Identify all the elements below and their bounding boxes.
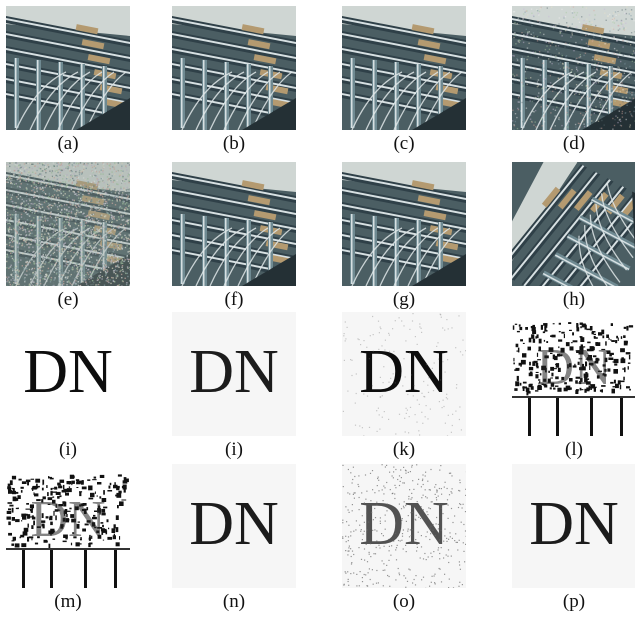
panel-g-caption: (g) — [392, 289, 416, 310]
svg-text:DN: DN — [189, 490, 279, 558]
panel-d-caption: (d) — [562, 133, 586, 154]
panel-f-caption: (f) — [224, 289, 244, 310]
panel-h-caption: (h) — [562, 289, 586, 310]
panel-j-caption: (i) — [225, 439, 243, 460]
dn-text-image: DN — [342, 313, 466, 436]
svg-text:DN: DN — [189, 338, 279, 406]
panel-h: (h) — [512, 162, 635, 310]
machine-photo — [512, 162, 635, 286]
panel-b-caption: (b) — [222, 133, 246, 154]
panel-m-image: DN — [6, 464, 130, 588]
machine-photo — [342, 162, 466, 286]
machine-photo — [172, 6, 296, 130]
panel-e-caption: (e) — [57, 289, 79, 310]
panel-a-image — [6, 6, 130, 130]
panel-c-image — [342, 6, 466, 130]
svg-text:DN: DN — [30, 491, 105, 548]
panel-j: DN (i) — [172, 312, 296, 460]
dn-text-image: DN — [23, 338, 113, 406]
panel-f: (f) — [172, 162, 296, 310]
dn-text-image: DN — [189, 338, 279, 406]
panel-d: (d) — [512, 6, 635, 154]
panel-k-image: DN — [342, 312, 466, 436]
panel-d-image — [512, 6, 635, 130]
machine-photo — [342, 6, 466, 130]
panel-i-caption: (i) — [59, 439, 77, 460]
svg-text:DN: DN — [529, 490, 619, 558]
dn-text-image: DN — [189, 490, 279, 558]
panel-p: DN (p) — [512, 464, 635, 612]
panel-o: DN (o) — [342, 464, 466, 612]
panel-k-caption: (k) — [392, 439, 416, 460]
panel-b: (b) — [172, 6, 296, 154]
panel-g: (g) — [342, 162, 466, 310]
dn-text-image: DN — [512, 322, 635, 436]
panel-j-image: DN — [172, 312, 296, 436]
panel-o-caption: (o) — [392, 591, 416, 612]
panel-c: (c) — [342, 6, 466, 154]
panel-c-caption: (c) — [393, 133, 415, 154]
panel-m-caption: (m) — [54, 591, 82, 612]
panel-m: DN (m) — [6, 464, 130, 612]
panel-n-caption: (n) — [222, 591, 246, 612]
panel-p-caption: (p) — [562, 591, 586, 612]
svg-text:DN: DN — [359, 338, 449, 406]
panel-e-image — [6, 162, 130, 286]
panel-n-image: DN — [172, 464, 296, 588]
panel-e: (e) — [6, 162, 130, 310]
svg-text:DN: DN — [23, 338, 113, 406]
panel-l-image: DN — [512, 312, 635, 436]
panel-l-caption: (l) — [565, 439, 583, 460]
panel-n: DN (n) — [172, 464, 296, 612]
panel-p-image: DN — [512, 464, 635, 588]
panel-f-image — [172, 162, 296, 286]
panel-l: DN (l) — [512, 312, 635, 460]
panel-b-image — [172, 6, 296, 130]
dn-text-image: DN — [529, 490, 619, 558]
machine-photo — [6, 6, 130, 130]
panel-o-image: DN — [342, 464, 466, 588]
panel-i: DN (i) — [6, 312, 130, 460]
panel-i-image: DN — [6, 312, 130, 436]
svg-text:DN: DN — [359, 490, 449, 558]
svg-text:DN: DN — [536, 339, 611, 396]
machine-photo — [172, 162, 296, 286]
panel-a: (a) — [6, 6, 130, 154]
dn-text-image: DN — [342, 464, 466, 588]
machine-photo — [6, 162, 130, 286]
machine-photo — [512, 6, 635, 130]
panel-k: DN (k) — [342, 312, 466, 460]
dn-text-image: DN — [6, 474, 130, 588]
panel-h-image — [512, 162, 635, 286]
panel-a-caption: (a) — [57, 133, 79, 154]
panel-g-image — [342, 162, 466, 286]
